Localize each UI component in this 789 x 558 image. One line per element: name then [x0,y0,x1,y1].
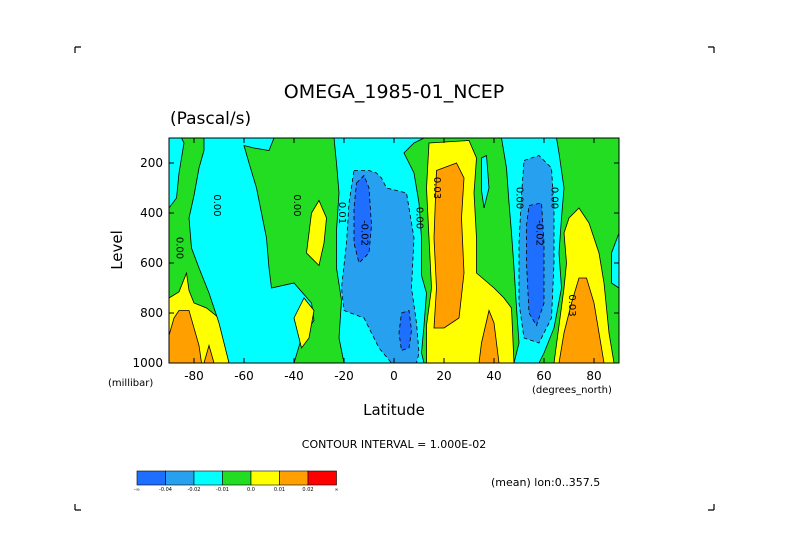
colorbar-label-0: -∞ [134,487,140,493]
contour-interval-text: CONTOUR INTERVAL = 1.000E-02 [302,438,486,451]
colorbar-swatch-4 [250,470,280,486]
x-tick-label-4: 0 [390,369,398,383]
contour-region-3 [203,344,215,363]
y-tick-label-0: 200 [140,156,163,170]
y-axis-label: Level [108,230,126,270]
contour-region-20 [558,277,605,363]
colorbar-label-7: ∞ [334,487,338,493]
contour-region-15 [481,154,490,209]
colorbar-label-1: -0.04 [159,487,172,493]
contour-region-10 [353,174,372,264]
plot-area [169,138,619,363]
colorbar-label-3: -0.01 [216,487,229,493]
x-tick-label-1: -60 [234,369,254,383]
x-axis: -80 -60 -40 -20 0 20 40 60 80 [184,138,602,383]
contour-label-0: 0.00 [174,237,185,259]
colorbar: -∞ -0.04 -0.02 -0.01 0.0 0.01 0.02 ∞ [134,470,339,493]
x-tick-label-6: 40 [486,369,501,383]
contour-label-5: 0.00 [414,207,425,229]
y-unit-label: (millibar) [108,378,153,389]
x-tick-label-7: 60 [536,369,551,383]
x-axis-label: Latitude [363,401,425,419]
contour-label-10: 0.03 [566,294,577,316]
contour-region-7 [293,297,315,349]
contour-region-5 [188,138,315,363]
y-tick-label-2: 600 [140,256,163,270]
footer-note: (mean) lon:0..357.5 [491,476,600,489]
colorbar-swatch-2 [193,470,223,486]
contour-region-18 [526,202,545,327]
contour-label-8: -0.02 [534,220,545,246]
contour-region-11 [398,309,412,352]
contour-label-4: -0.02 [359,220,370,246]
x-tick-label-3: -20 [334,369,354,383]
contour-label-3: 0.01 [336,202,347,224]
colorbar-swatch-6 [307,470,337,486]
contour-label-7: 0.00 [514,187,525,209]
crop-marks [74,46,715,511]
x-tick-label-8: 80 [586,369,601,383]
contour-labels: 0.00 0.00 0.00 0.01 -0.02 0.00 0.03 0.00 -0.02 0.… [174,177,578,317]
contour-region-21 [611,232,619,289]
x-unit-label: (degrees_north) [532,385,612,396]
chart-title: OMEGA_1985-01_NCEP [284,81,504,103]
contour-region-13 [433,162,465,329]
y-tick-label-3: 800 [140,306,163,320]
x-tick-label-0: -80 [184,369,204,383]
contour-label-2: 0.00 [291,194,302,216]
contour-label-6: 0.03 [431,177,442,199]
contour-label-9: 0.00 [549,187,560,209]
contour-region-14 [478,309,500,363]
colorbar-label-4: 0.0 [247,487,255,493]
colorbar-swatch-3 [222,470,252,486]
contour-region-2 [169,310,202,363]
y-tick-label-1: 400 [140,206,163,220]
colorbar-swatch-5 [279,470,309,486]
colorbar-swatch-1 [165,470,195,486]
x-tick-label-2: -40 [284,369,304,383]
colorbar-swatch-0 [136,470,166,486]
colorbar-label-5: 0.01 [274,487,285,493]
y-tick-label-4: 1000 [132,356,163,370]
colorbar-label-6: 0.02 [302,487,313,493]
units-label: (Pascal/s) [170,109,251,129]
contour-region-4 [169,138,185,209]
x-tick-label-5: 20 [436,369,451,383]
colorbar-label-2: -0.02 [188,487,201,493]
contour-label-1: 0.00 [211,194,222,216]
contour-region-6 [306,199,327,267]
y-axis: 200 400 600 800 1000 [132,156,619,370]
